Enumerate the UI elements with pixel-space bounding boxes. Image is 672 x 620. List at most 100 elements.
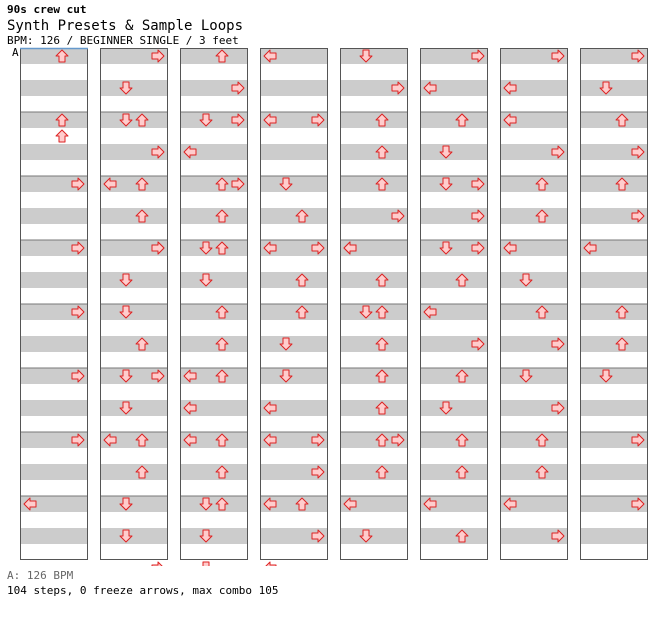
step-arrow-right — [71, 177, 85, 191]
lane-stripe — [340, 64, 408, 80]
chart-column-1 — [20, 48, 88, 560]
step-arrow-left — [263, 241, 277, 255]
lane-stripe — [500, 192, 568, 208]
lane-stripe — [500, 80, 568, 96]
lane-stripe — [580, 112, 648, 128]
lane-stripe — [420, 224, 488, 240]
lane-stripe — [420, 304, 488, 320]
lane-stripe — [20, 80, 88, 96]
lane-stripe — [420, 544, 488, 560]
step-arrow-up — [375, 113, 389, 127]
step-arrow-up — [135, 465, 149, 479]
step-arrow-down — [119, 273, 133, 287]
lane-stripe — [500, 480, 568, 496]
lane-stripe — [500, 384, 568, 400]
lane-stripe — [420, 528, 488, 544]
lane-stripe — [180, 496, 248, 512]
lane-stripe — [20, 64, 88, 80]
lane-stripe — [180, 160, 248, 176]
lane-stripe — [580, 368, 648, 384]
lane-stripe — [340, 320, 408, 336]
step-arrow-up — [215, 497, 229, 511]
column-border — [100, 48, 168, 560]
lane-stripe — [420, 336, 488, 352]
lane-stripe — [100, 400, 168, 416]
lane-stripe — [500, 352, 568, 368]
step-arrow-up — [535, 465, 549, 479]
step-arrow-down — [119, 497, 133, 511]
lane-stripe — [180, 128, 248, 144]
lane-stripe — [100, 176, 168, 192]
step-arrow-right — [151, 241, 165, 255]
step-arrow-up — [295, 497, 309, 511]
lane-stripe — [500, 288, 568, 304]
lane-stripe — [100, 336, 168, 352]
lane-stripe — [100, 112, 168, 128]
lane-stripe — [580, 336, 648, 352]
step-arrow-up — [455, 369, 469, 383]
lane-stripe — [340, 448, 408, 464]
step-arrow-right — [311, 113, 325, 127]
step-arrow-up — [135, 433, 149, 447]
step-arrow-left — [263, 497, 277, 511]
step-arrow-right — [151, 369, 165, 383]
step-arrow-right — [151, 561, 163, 566]
lane-stripe — [580, 80, 648, 96]
lane-stripe — [420, 368, 488, 384]
lane-stripe — [260, 416, 328, 432]
step-arrow-down — [599, 81, 613, 95]
lane-stripe — [500, 368, 568, 384]
step-arrow-left — [503, 81, 517, 95]
lane-stripe — [500, 128, 568, 144]
step-arrow-up — [375, 369, 389, 383]
lane-stripe — [100, 384, 168, 400]
lane-stripe — [180, 144, 248, 160]
step-arrow-right — [471, 177, 485, 191]
lane-stripe — [100, 96, 168, 112]
lane-stripe — [580, 320, 648, 336]
lane-stripe — [580, 544, 648, 560]
lane-stripe — [420, 240, 488, 256]
lane-stripe — [100, 128, 168, 144]
lane-stripe — [20, 272, 88, 288]
lane-stripe — [260, 128, 328, 144]
lane-stripe — [420, 256, 488, 272]
lane-stripe — [20, 128, 88, 144]
lane-stripe — [260, 512, 328, 528]
step-arrow-up — [135, 177, 149, 191]
lane-stripe — [100, 192, 168, 208]
step-chart — [20, 47, 648, 566]
column-border — [340, 48, 408, 560]
lane-stripe — [580, 432, 648, 448]
lane-stripe — [260, 192, 328, 208]
step-arrow-down — [119, 81, 133, 95]
lane-stripe — [20, 416, 88, 432]
lane-stripe — [260, 544, 328, 560]
lane-stripe — [20, 240, 88, 256]
step-arrow-left — [503, 497, 517, 511]
lane-stripe — [100, 448, 168, 464]
lane-stripe — [420, 320, 488, 336]
lane-stripe — [180, 224, 248, 240]
lane-stripe — [580, 256, 648, 272]
step-arrow-right — [471, 49, 485, 63]
lane-stripe — [420, 400, 488, 416]
lane-stripe — [500, 432, 568, 448]
lane-stripe — [20, 496, 88, 512]
lane-stripe — [420, 208, 488, 224]
lane-stripe — [260, 80, 328, 96]
step-arrow-up — [55, 113, 69, 127]
step-arrow-left — [183, 401, 197, 415]
lane-stripe — [180, 320, 248, 336]
column-border — [180, 48, 248, 560]
step-arrow-down — [279, 369, 293, 383]
step-arrow-up — [295, 305, 309, 319]
lane-stripe — [340, 512, 408, 528]
lane-stripe — [420, 416, 488, 432]
lane-stripe — [580, 512, 648, 528]
step-arrow-right — [471, 337, 485, 351]
step-arrow-up — [535, 177, 549, 191]
lane-stripe — [180, 240, 248, 256]
step-arrow-right — [551, 49, 565, 63]
step-arrow-down — [199, 529, 213, 543]
